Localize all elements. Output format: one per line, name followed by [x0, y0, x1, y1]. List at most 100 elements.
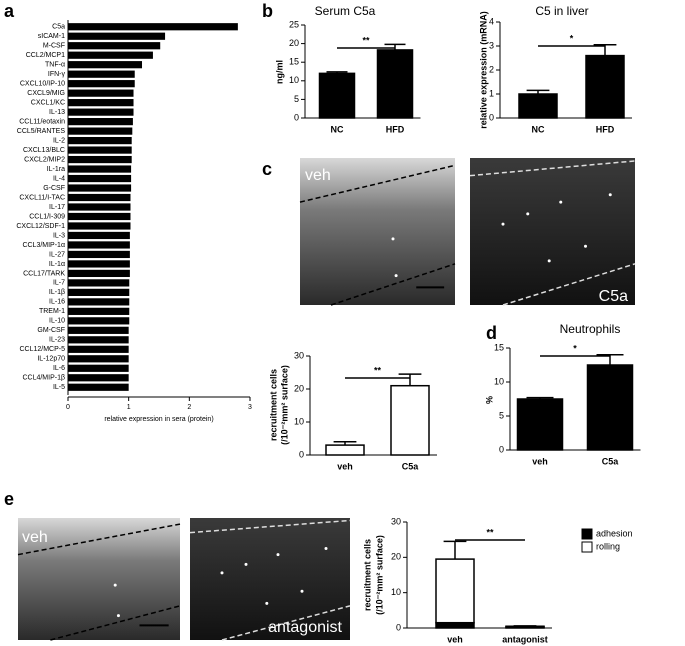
- y-tick-label: TNF-α: [45, 62, 65, 69]
- vessel-border: [469, 160, 636, 177]
- bar: [68, 364, 129, 372]
- image-label: veh: [22, 529, 48, 546]
- y-tick-label: G-CSF: [43, 185, 65, 192]
- vessel-border: [189, 519, 351, 534]
- y-tick-label: CXCL1/KC: [31, 99, 65, 106]
- bar: [68, 326, 129, 334]
- bar: [68, 288, 130, 296]
- bar: [68, 61, 143, 69]
- bar: [68, 32, 166, 40]
- panel-label: c: [262, 159, 272, 179]
- x-axis-label: relative expression in sera (protein): [104, 416, 213, 423]
- y-tick-label: CXCL2/MIP2: [24, 156, 65, 163]
- y-tick-label: 10: [494, 376, 504, 386]
- y-axis-label: ng/ml: [274, 60, 284, 84]
- legend-swatch: [581, 541, 593, 553]
- y-tick-label: IL-13: [49, 109, 65, 116]
- x-tick-label: C5a: [402, 461, 420, 471]
- cell: [584, 244, 587, 248]
- bar: [68, 241, 130, 249]
- significance-label: *: [573, 343, 577, 353]
- y-tick-label: IL-10: [49, 318, 65, 325]
- y-tick-label: IL-5: [53, 384, 65, 391]
- cell: [559, 200, 563, 204]
- bar-segment: [435, 558, 475, 624]
- bar: [68, 165, 132, 173]
- bar: [68, 184, 132, 192]
- bar: [68, 174, 132, 183]
- y-tick-label: 5: [294, 94, 299, 104]
- bar: [518, 93, 558, 119]
- bar: [68, 51, 153, 59]
- y-tick-label: 4: [489, 16, 494, 26]
- y-tick-label: 25: [289, 19, 299, 29]
- bar: [68, 307, 130, 315]
- bar: [68, 269, 130, 278]
- cell: [501, 222, 505, 226]
- bar: [68, 345, 129, 353]
- y-tick-label: CXCL11/I-TAC: [19, 194, 65, 201]
- x-tick-label: veh: [337, 461, 353, 471]
- cell: [265, 601, 269, 605]
- y-tick-label: CXCL13/BLC: [23, 147, 65, 154]
- cell: [244, 562, 248, 566]
- bar: [68, 118, 133, 126]
- bar: [68, 212, 131, 221]
- significance-label: **: [486, 527, 494, 537]
- bar: [376, 49, 414, 119]
- bar: [68, 42, 161, 50]
- cell: [220, 571, 224, 575]
- significance-label: **: [362, 35, 370, 45]
- y-tick-label: CCL5/RANTES: [17, 128, 66, 135]
- y-tick-label: CCL3/MIP-1α: [22, 242, 65, 249]
- y-tick-label: CXCL9/MIG: [27, 90, 65, 97]
- y-tick-label: 10: [289, 75, 299, 85]
- y-tick-label: CCL17/TARK: [23, 270, 65, 277]
- y-tick-label: IL-1β: [49, 289, 65, 296]
- bar: [68, 203, 131, 211]
- bar: [68, 383, 129, 391]
- y-tick-label: CCL4/MIP-1β: [22, 375, 65, 382]
- micrograph: [18, 518, 180, 640]
- bar: [68, 89, 134, 97]
- y-tick-label: IL-7: [53, 280, 65, 287]
- cell: [608, 193, 612, 197]
- y-tick-label: 30: [391, 516, 401, 526]
- legend-label: adhesion: [596, 528, 633, 538]
- chart-title: C5 in liver: [535, 4, 588, 18]
- y-tick-label: 1: [489, 88, 494, 98]
- bar: [585, 54, 625, 119]
- bar: [68, 80, 135, 88]
- cell: [394, 274, 398, 278]
- x-tick-label: 3: [248, 404, 252, 411]
- bar: [516, 398, 564, 451]
- bar: [68, 193, 131, 202]
- bar: [318, 72, 356, 119]
- bar: [68, 374, 129, 382]
- x-tick-label: 1: [127, 404, 131, 411]
- y-tick-label: CXCL10/IP-10: [20, 81, 65, 88]
- y-tick-label: CCL1/I-309: [29, 213, 65, 220]
- y-tick-label: 20: [294, 383, 304, 393]
- cell: [526, 212, 530, 216]
- y-axis-label: relative expression (mRNA): [478, 11, 488, 129]
- image-label: veh: [305, 167, 331, 184]
- x-tick-label: veh: [532, 456, 548, 466]
- panel-label: e: [4, 489, 14, 509]
- y-tick-label: 3: [489, 40, 494, 50]
- y-tick-label: 20: [289, 38, 299, 48]
- bar: [68, 355, 129, 363]
- bar-segment: [435, 621, 475, 629]
- y-tick-label: 0: [489, 112, 494, 122]
- x-tick-label: 2: [187, 404, 191, 411]
- bar: [68, 250, 130, 259]
- y-tick-label: IL-4: [53, 175, 65, 182]
- y-tick-label: C5a: [52, 24, 65, 31]
- panel-label: b: [262, 1, 273, 21]
- x-tick-label: NC: [532, 124, 545, 134]
- y-tick-label: IL-3: [53, 232, 65, 239]
- bar: [68, 222, 131, 230]
- y-tick-label: CCL12/MCP-5: [19, 346, 65, 353]
- y-tick-label: 2: [489, 64, 494, 74]
- bar: [68, 279, 130, 287]
